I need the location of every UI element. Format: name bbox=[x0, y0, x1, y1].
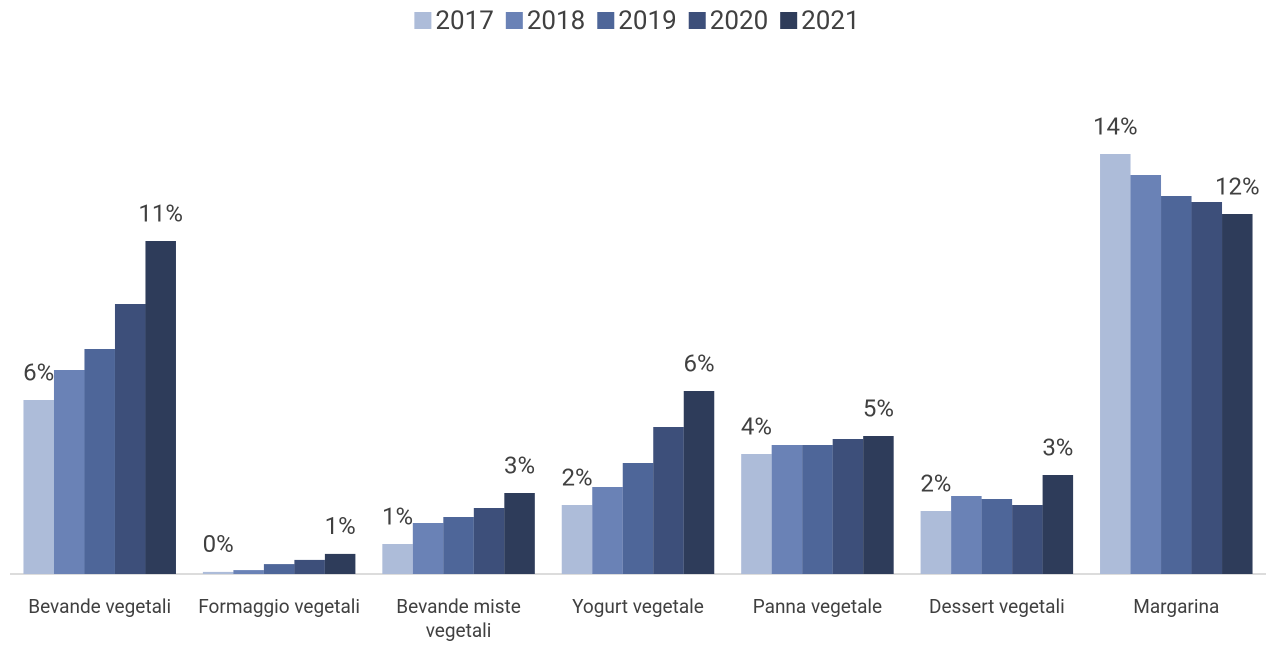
bar bbox=[771, 445, 803, 574]
bar bbox=[863, 436, 894, 574]
x-tick-label: Yogurt vegetale bbox=[572, 595, 704, 618]
bar bbox=[1100, 154, 1131, 574]
bar bbox=[561, 505, 593, 574]
legend-label: 2017 bbox=[435, 6, 493, 36]
x-tick-label: Margarina bbox=[1133, 595, 1219, 618]
legend-swatch bbox=[780, 12, 798, 29]
data-label: 6% bbox=[23, 358, 54, 386]
legend-label: 2019 bbox=[618, 6, 676, 36]
legend-swatch bbox=[597, 12, 615, 29]
bar bbox=[202, 571, 234, 574]
data-label: 3% bbox=[1042, 433, 1073, 461]
bar bbox=[84, 349, 115, 574]
bar bbox=[443, 517, 474, 574]
bar bbox=[382, 544, 413, 574]
bar bbox=[1130, 175, 1162, 574]
bar bbox=[832, 439, 864, 574]
data-label: 1% bbox=[382, 502, 413, 530]
data-label: 14% bbox=[1093, 112, 1138, 140]
data-label: 2% bbox=[561, 463, 592, 491]
legend-label: 2020 bbox=[710, 6, 768, 36]
bar bbox=[324, 553, 356, 574]
bar bbox=[145, 241, 176, 574]
bar bbox=[263, 564, 295, 574]
data-label: 0% bbox=[203, 530, 234, 558]
bar bbox=[1042, 475, 1074, 574]
legend-swatch bbox=[688, 12, 706, 29]
bar bbox=[114, 304, 146, 574]
bar bbox=[920, 511, 952, 574]
bar bbox=[473, 508, 505, 574]
bar bbox=[741, 454, 772, 574]
x-tick-label: Bevande vegetali bbox=[28, 595, 171, 618]
bar bbox=[592, 487, 623, 574]
bar bbox=[53, 370, 85, 574]
legend-label: 2018 bbox=[527, 6, 585, 36]
bar bbox=[683, 391, 715, 574]
legend-swatch bbox=[414, 12, 432, 29]
data-label: 6% bbox=[683, 349, 714, 377]
legend-swatch bbox=[505, 12, 523, 29]
data-label: 2% bbox=[920, 469, 951, 497]
data-label: 1% bbox=[325, 512, 356, 540]
legend-label: 2021 bbox=[801, 6, 859, 36]
x-tick-label: Dessert vegetali bbox=[929, 595, 1065, 618]
bar bbox=[1012, 505, 1043, 574]
bar bbox=[1222, 214, 1253, 574]
legend: 2017 2018 2019 2020 2021 bbox=[414, 6, 860, 36]
x-tick-label: Formaggio vegetali bbox=[198, 595, 360, 618]
bar bbox=[412, 523, 444, 574]
x-tick-label: Panna vegetale bbox=[753, 595, 882, 618]
bar bbox=[622, 463, 654, 574]
bar bbox=[1161, 196, 1192, 574]
bar bbox=[981, 499, 1013, 574]
bar bbox=[1191, 202, 1223, 574]
data-label: 4% bbox=[741, 412, 772, 440]
x-tick-label: Bevande miste vegetali bbox=[396, 595, 521, 642]
bar bbox=[233, 570, 264, 574]
data-label: 5% bbox=[863, 394, 894, 422]
bar bbox=[802, 445, 833, 574]
bar bbox=[23, 400, 54, 574]
bar bbox=[294, 559, 325, 574]
bar bbox=[504, 493, 535, 574]
data-label: 11% bbox=[138, 199, 183, 227]
bar bbox=[653, 427, 684, 574]
data-label: 3% bbox=[504, 451, 535, 479]
bar bbox=[951, 496, 982, 574]
data-label: 12% bbox=[1215, 172, 1260, 200]
